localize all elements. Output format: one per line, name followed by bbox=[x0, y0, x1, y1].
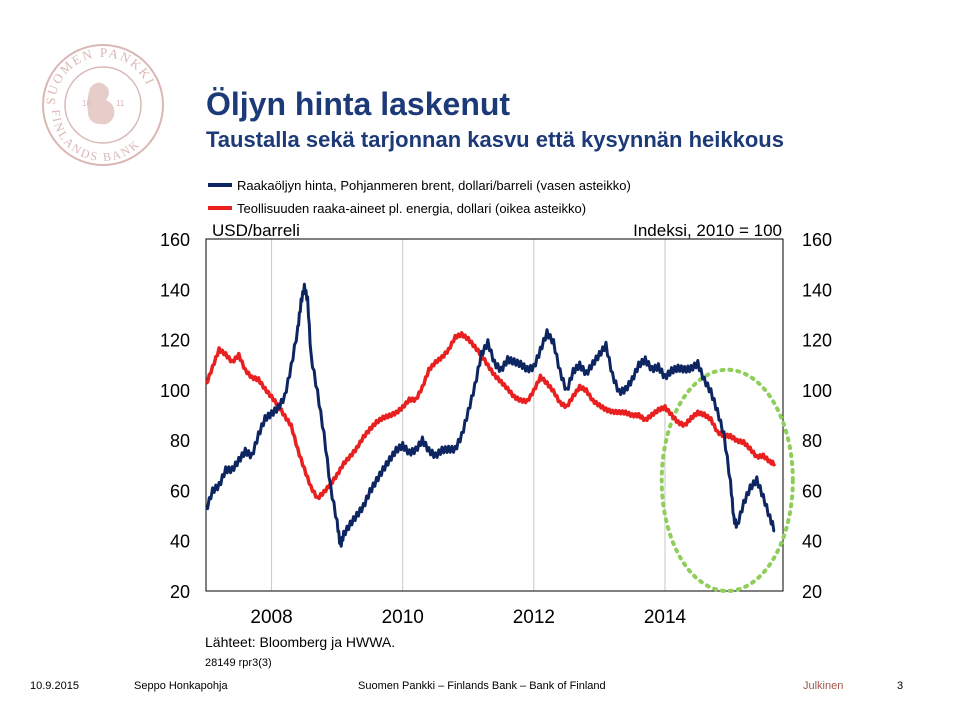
left-tick-label: 20 bbox=[170, 582, 190, 602]
left-axis-ticks: 160 140 120 100 80 60 40 20 bbox=[160, 230, 190, 602]
footer-page-number: 3 bbox=[897, 680, 904, 692]
left-tick-label: 60 bbox=[170, 481, 190, 501]
x-tick-label: 2014 bbox=[644, 607, 687, 628]
right-tick-label: 40 bbox=[802, 532, 822, 552]
slide-title: Öljyn hinta laskenut bbox=[206, 86, 511, 122]
left-tick-label: 140 bbox=[160, 280, 190, 300]
legend-label-brent: Raakaöljyn hinta, Pohjanmeren brent, dol… bbox=[237, 178, 631, 193]
right-tick-label: 80 bbox=[802, 431, 822, 451]
right-tick-label: 120 bbox=[802, 331, 832, 351]
svg-text:11: 11 bbox=[116, 99, 125, 108]
right-tick-label: 100 bbox=[802, 381, 832, 401]
footer-author: Seppo Honkapohja bbox=[134, 680, 228, 692]
left-tick-label: 120 bbox=[160, 331, 190, 351]
footer-org: Suomen Pankki – Finlands Bank – Bank of … bbox=[358, 680, 606, 692]
series-line-industrial bbox=[204, 331, 777, 501]
x-tick-label: 2012 bbox=[513, 607, 555, 628]
source-note: Lähteet: Bloomberg ja HWWA. bbox=[205, 634, 396, 650]
right-tick-label: 160 bbox=[802, 230, 832, 250]
x-axis-ticks: 2008 2010 2012 2014 bbox=[250, 607, 686, 628]
series-group bbox=[204, 282, 777, 548]
left-tick-label: 160 bbox=[160, 230, 190, 250]
legend-label-industrial: Teollisuuden raaka-aineet pl. energia, d… bbox=[237, 201, 586, 216]
series-line-brent bbox=[205, 282, 776, 548]
chart-code: 28149 rpr3(3) bbox=[205, 657, 272, 669]
footer-date: 10.9.2015 bbox=[30, 680, 79, 692]
right-axis-ticks: 160 140 120 100 80 60 40 20 bbox=[802, 230, 832, 602]
highlight-ellipse bbox=[659, 367, 795, 593]
footer-classification: Julkinen bbox=[803, 680, 844, 692]
right-axis-unit-label: Indeksi, 2010 = 100 bbox=[633, 221, 782, 240]
highlight-ellipse-group bbox=[659, 367, 795, 593]
left-axis-unit-label: USD/barreli bbox=[212, 221, 300, 240]
right-tick-label: 60 bbox=[802, 481, 822, 501]
left-tick-label: 80 bbox=[170, 431, 190, 451]
bank-of-finland-logo: SUOMEN PANKKI FINLANDS BANK 18 11 bbox=[42, 44, 164, 166]
x-tick-label: 2010 bbox=[382, 607, 424, 628]
left-tick-label: 40 bbox=[170, 532, 190, 552]
left-tick-label: 100 bbox=[160, 381, 190, 401]
right-tick-label: 140 bbox=[802, 280, 832, 300]
plot-frame bbox=[205, 238, 784, 592]
x-tick-label: 2008 bbox=[250, 607, 292, 628]
right-tick-label: 20 bbox=[802, 582, 822, 602]
slide-subtitle: Taustalla sekä tarjonnan kasvu että kysy… bbox=[206, 127, 784, 152]
svg-text:18: 18 bbox=[82, 99, 91, 108]
